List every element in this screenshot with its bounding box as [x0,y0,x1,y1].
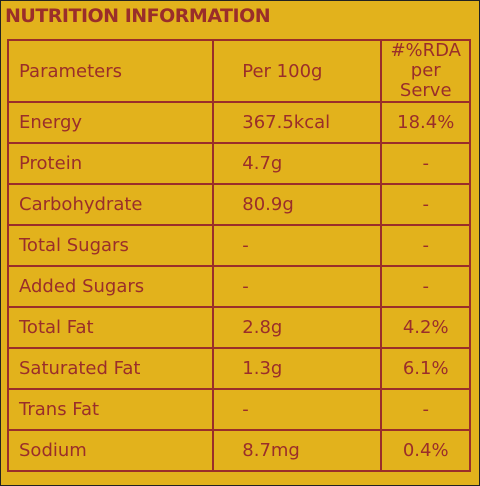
table-cell: 4.7g [212,142,383,185]
table-cell: - [380,224,471,267]
table-cell: - [380,265,471,308]
table-row: Sodium 8.7mg 0.4% [6,429,471,472]
table-cell: 0.4% [380,429,471,472]
table-cell: 18.4% [380,101,471,144]
table-cell: Carbohydrate [6,183,215,226]
column-header: Per 100g [212,39,383,103]
table-cell: 6.1% [380,347,471,390]
label-title: NUTRITION INFORMATION [5,5,271,27]
table-cell: 8.7mg [212,429,383,472]
table-row: Trans Fat - - [6,388,471,431]
table-cell: Total Fat [6,306,215,349]
table-row: Total Fat 2.8g 4.2% [6,306,471,349]
table-row: Energy 367.5kcal 18.4% [6,101,471,144]
table-cell: Protein [6,142,215,185]
table-cell: - [212,224,383,267]
table-cell: 1.3g [212,347,383,390]
table-cell: Total Sugars [6,224,215,267]
table-cell: Added Sugars [6,265,215,308]
nutrition-table: Parameters Per 100g #%RDA per Serve Energy… [6,39,471,472]
table-cell: Trans Fat [6,388,215,431]
table-cell: 4.2% [380,306,471,349]
table-cell: 2.8g [212,306,383,349]
table-cell: - [212,265,383,308]
table-cell: - [380,388,471,431]
table-cell: Energy [6,101,215,144]
table-row: Carbohydrate 80.9g - [6,183,471,226]
table-cell: 80.9g [212,183,383,226]
table-cell: - [380,142,471,185]
table-row: Added Sugars - - [6,265,471,308]
table-cell: Saturated Fat [6,347,215,390]
column-header: #%RDA per Serve [380,39,471,103]
table-cell: Sodium [6,429,215,472]
table-cell: 367.5kcal [212,101,383,144]
column-header: Parameters [6,39,215,103]
table-body: Energy 367.5kcal 18.4% Protein 4.7g - Carbohyd… [6,101,471,472]
table-cell: - [380,183,471,226]
header-row: Parameters Per 100g #%RDA per Serve [6,39,471,103]
table-row: Total Sugars - - [6,224,471,267]
table-row: Protein 4.7g - [6,142,471,185]
table-cell: - [212,388,383,431]
table-row: Saturated Fat 1.3g 6.1% [6,347,471,390]
